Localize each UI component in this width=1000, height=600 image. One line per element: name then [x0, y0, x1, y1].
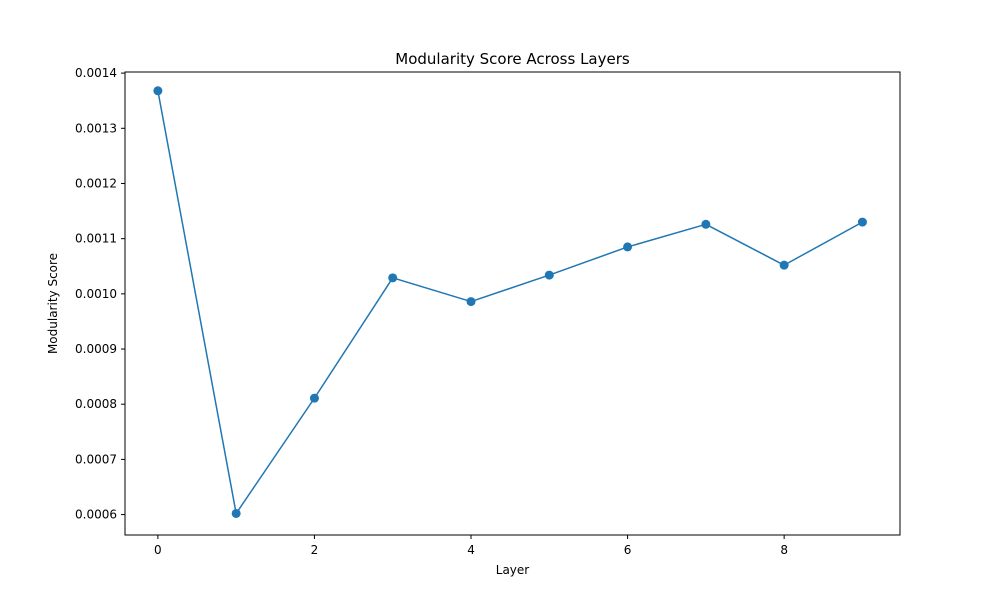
- x-axis-label: Layer: [496, 563, 530, 577]
- x-tick-label: 6: [624, 543, 632, 557]
- data-point: [231, 508, 241, 518]
- data-point: [388, 273, 398, 283]
- plot-frame: [124, 71, 901, 536]
- x-tick-label: 4: [467, 543, 475, 557]
- data-point: [153, 86, 163, 96]
- series-group: [153, 86, 867, 518]
- x-tick-label: 2: [311, 543, 319, 557]
- x-tick-label: 8: [780, 543, 788, 557]
- data-point: [701, 219, 711, 229]
- y-tick-label: 0.0014: [75, 66, 117, 80]
- y-tick-label: 0.0010: [75, 287, 117, 301]
- y-tick-label: 0.0012: [75, 176, 117, 190]
- y-axis-label: Modularity Score: [46, 253, 60, 354]
- plot-area: [125, 72, 900, 535]
- data-point: [466, 297, 476, 307]
- y-tick-label: 0.0006: [75, 508, 117, 522]
- x-axis-ticks: 0 2 4 6 8: [154, 535, 788, 557]
- data-point: [309, 393, 319, 403]
- series-line: [157, 90, 863, 515]
- y-tick-label: 0.0007: [75, 452, 117, 466]
- y-tick-label: 0.0008: [75, 397, 117, 411]
- y-tick-label: 0.0011: [75, 232, 117, 246]
- y-tick-label: 0.0013: [75, 121, 117, 135]
- data-point: [857, 217, 867, 227]
- y-tick-label: 0.0009: [75, 342, 117, 356]
- y-axis-ticks: 0.0006 0.0007 0.0008 0.0009 0.0010 0.0011 0.00…: [75, 66, 125, 522]
- chart-title: Modularity Score Across Layers: [395, 50, 630, 68]
- data-point: [779, 260, 789, 270]
- x-tick-label: 0: [154, 543, 162, 557]
- data-point: [544, 270, 554, 280]
- data-point: [623, 242, 633, 252]
